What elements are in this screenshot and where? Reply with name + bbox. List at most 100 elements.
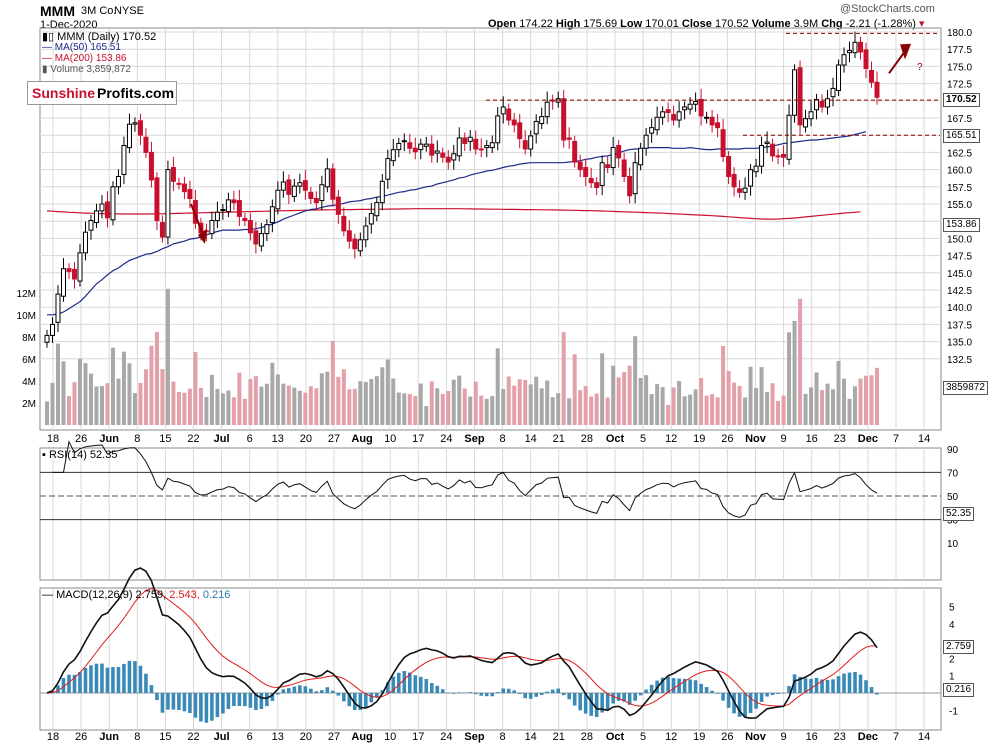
macd-histogram-bar [501,688,506,693]
candle-body [792,69,798,116]
date-tick-label: 12 [665,731,677,743]
candle-body [335,196,341,215]
candle-body [88,220,94,231]
volume-bar [693,389,698,425]
volume-bar [413,396,418,425]
volume-bar [704,395,709,425]
macd-histogram-bar [814,677,819,693]
date-tick-label: 6 [247,433,253,445]
candle-body [781,153,787,158]
volume-bar [193,351,198,425]
volume-bar [303,392,308,425]
volume-bar [418,383,423,425]
price-tick-label: 157.5 [947,183,972,194]
watermark: @StockCharts.com [840,3,935,15]
volume-bar [754,388,759,425]
macd-histogram-bar [424,678,429,693]
volume-bar [336,376,341,425]
volume-bar [583,386,588,425]
sunshine-profits-logo: Sunshine Profits.com [27,81,177,105]
candle-body [616,145,622,159]
candle-body [396,142,402,151]
candle-body [566,137,572,140]
rsi-tick-label: 10 [947,539,959,550]
date-tick-label: 20 [300,731,312,743]
candle-body [638,147,644,166]
candle-body [495,115,501,144]
volume-bar [424,406,429,425]
candle-body [726,156,732,177]
macd-histogram-bar [875,693,879,695]
date-tick-label: 6 [247,731,253,743]
volume-bar [864,375,869,425]
candle-body [605,164,611,169]
open-value: 174.22 [519,18,553,30]
price-tick-label: 155.0 [947,200,972,211]
macd-histogram-bar [506,688,511,693]
candle-body [874,81,880,98]
macd-histogram-bar [633,693,637,701]
volume-bar [198,387,203,425]
date-tick-label: Jul [214,433,230,445]
volume-tick-label: 4M [22,377,36,388]
candle-body [511,119,517,126]
macd-histogram-bar [226,693,231,709]
volume-bar [248,379,253,425]
macd-histogram-bar [583,693,588,714]
macd-tick-label: 4 [949,620,955,631]
macd-histogram-bar [303,686,308,693]
date-tick-label: Aug [351,731,372,743]
candle-body [363,225,369,241]
candle-body [291,185,297,197]
candle-body [313,197,319,204]
macd-histogram-bar [561,693,566,696]
macd-histogram-bar [517,693,522,694]
macd-histogram-bar [243,693,247,707]
candle-body [423,143,429,147]
macd-histogram-bar [666,676,670,693]
macd-histogram-bar [160,693,165,713]
candle-body [737,188,743,193]
volume-tick-label: 8M [22,333,36,344]
candle-body [687,103,693,110]
question-mark-annotation: ? [917,62,923,73]
line-icon: — [42,53,52,64]
volume-bar [649,394,654,425]
macd-histogram-bar [550,689,555,693]
date-tick-label: 9 [781,433,787,445]
candle-body [621,159,627,177]
price-tick-label: 135.0 [947,338,972,349]
candle-body [682,106,688,111]
macd-histogram-bar [858,674,863,693]
volume-bar [270,362,275,425]
candle-body [489,142,495,149]
macd-histogram-bar [473,693,478,695]
volume-bar [836,360,841,425]
macd-histogram-bar [704,687,709,693]
volume-bar [292,387,297,425]
macd-histogram-bar [270,693,275,701]
volume-bar [55,343,60,425]
candle-body [742,187,748,193]
macd-histogram-bar [314,691,319,693]
price-tick-label: 150.0 [947,234,972,245]
volume-bar [297,390,302,425]
macd-histogram-bar [325,687,330,693]
volume-bar [281,383,286,425]
volume-bar [710,394,715,425]
macd-histogram-bar [342,693,346,702]
macd-histogram-bar [847,672,852,693]
candle-body [445,156,451,163]
logo-part2: Profits.com [97,85,175,101]
volume-bar [490,395,495,425]
date-tick-label: 14 [918,433,930,445]
macd-histogram-bar [539,693,544,695]
date-tick-label: 5 [640,731,646,743]
date-tick-label: 18 [47,433,59,445]
candle-body [352,238,358,250]
date-tick-label: 19 [693,731,705,743]
volume-bar [627,365,632,425]
candle-body [214,211,220,222]
macd-histogram-bar [347,693,352,707]
macd-histogram-bar [831,679,835,693]
